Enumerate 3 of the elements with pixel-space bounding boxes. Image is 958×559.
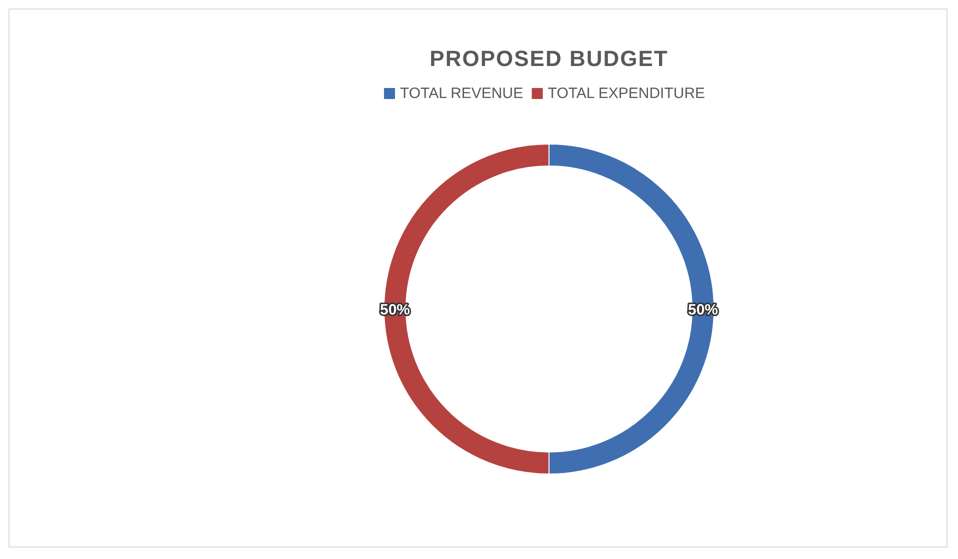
chart-title: PROPOSED BUDGET [430,46,668,71]
legend-label: TOTAL EXPENDITURE [548,85,706,102]
legend-label: TOTAL REVENUE [400,85,524,102]
